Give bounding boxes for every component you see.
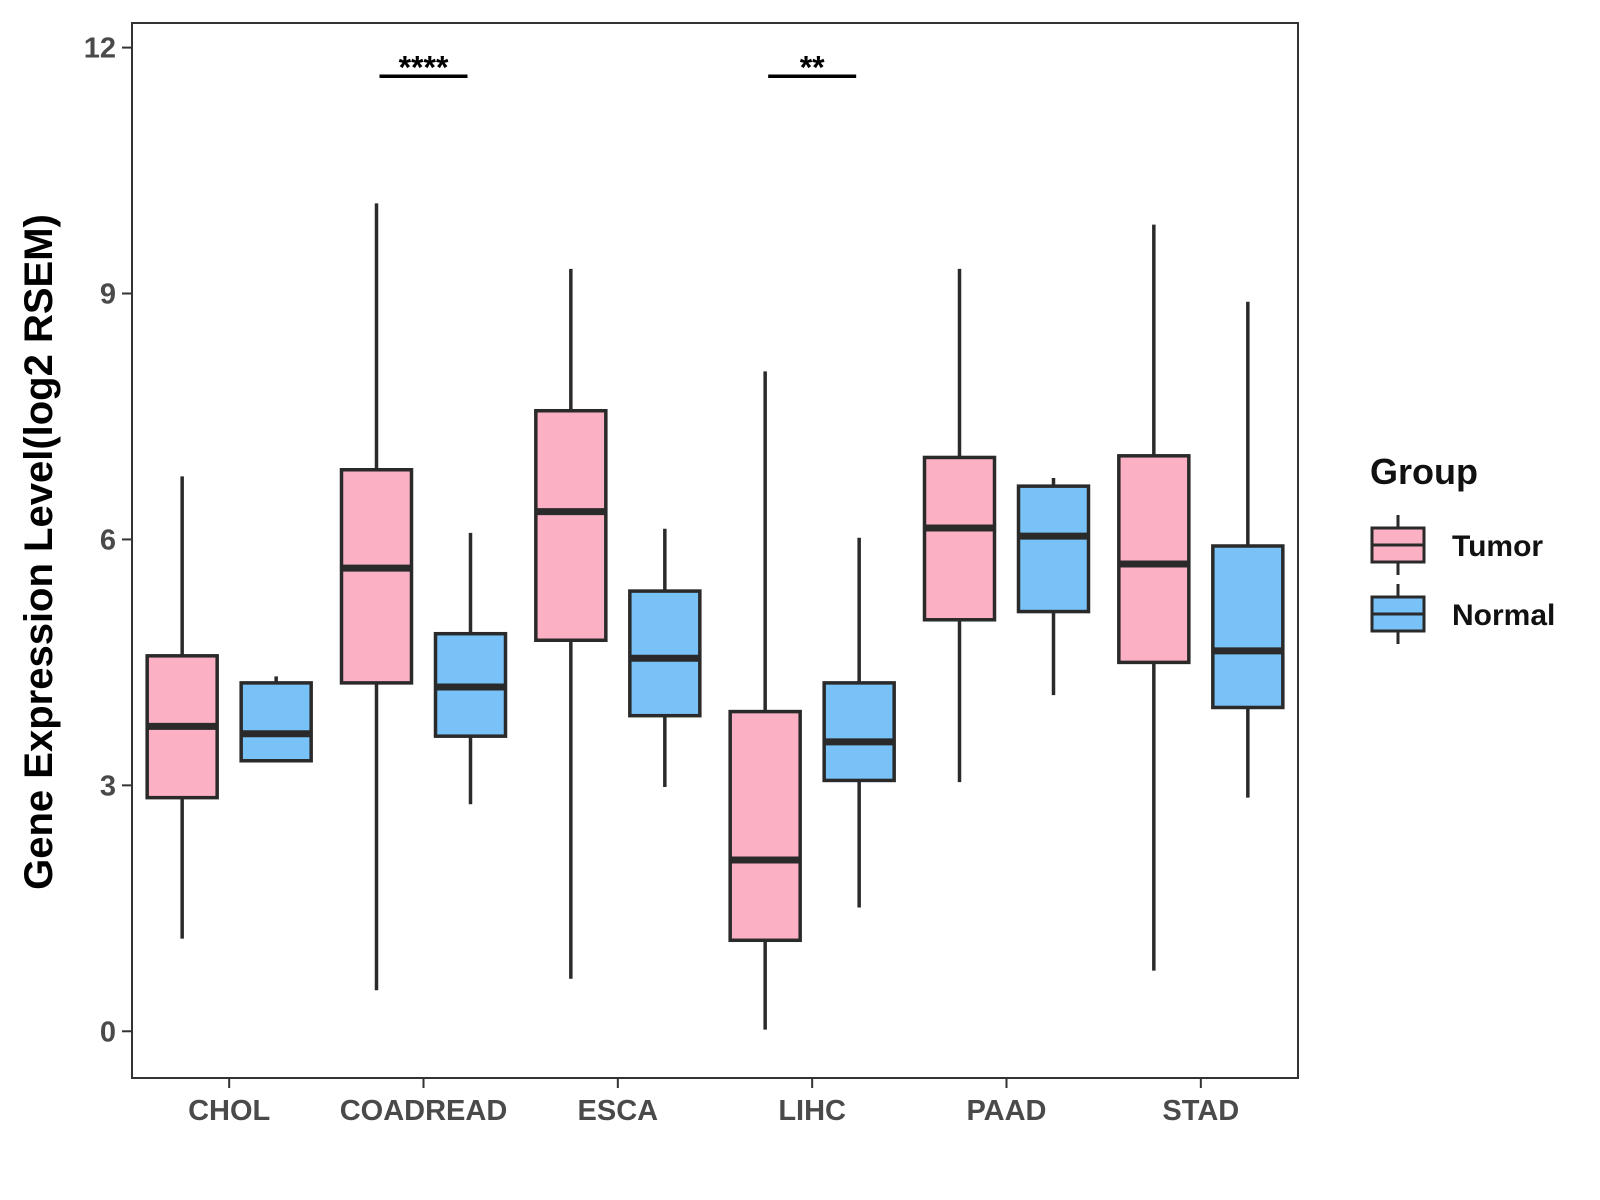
box-normal-paad (1016, 477, 1091, 696)
significance-label-coadread: **** (399, 49, 449, 85)
legend-label-tumor: Tumor (1452, 530, 1543, 563)
axes: 0 3 6 9 12 CHOL COADREAD ESCA LIHC PAAD STAD (84, 22, 1299, 1127)
iqr-box-normal-stad (1211, 544, 1285, 710)
box-tumor-chol (145, 476, 219, 939)
legend-title: Group (1370, 451, 1478, 492)
box-normal-esca (628, 528, 702, 787)
iqr-box-normal-lihc (822, 681, 896, 783)
box-normal-lihc (822, 537, 896, 908)
iqr-box-tumor-lihc (728, 709, 802, 943)
box-normal-coadread (433, 532, 508, 805)
x-tick-label-coadread: COADREAD (340, 1095, 508, 1127)
iqr-box-normal-paad (1016, 484, 1091, 614)
box-normal-stad (1211, 301, 1285, 798)
box-tumor-paad (922, 268, 997, 783)
y-tick-label-12: 12 (84, 33, 116, 65)
iqr-box-tumor-coadread (339, 468, 414, 685)
box-tumor-lihc (728, 371, 802, 1030)
iqr-box-tumor-esca (534, 408, 608, 643)
iqr-box-normal-chol (239, 681, 313, 763)
iqr-box-tumor-stad (1117, 454, 1191, 665)
legend: Group Tumor Normal (1370, 451, 1555, 644)
x-tick-label-paad: PAAD (966, 1095, 1046, 1127)
y-tick-label-0: 0 (100, 1016, 116, 1048)
x-tick-label-lihc: LIHC (778, 1095, 846, 1127)
legend-label-normal: Normal (1452, 599, 1555, 632)
y-tick-label-6: 6 (100, 524, 116, 556)
box-tumor-stad (1117, 224, 1191, 971)
y-axis-title: Gene Expression Level(log2 RSEM) (17, 214, 61, 890)
iqr-box-normal-esca (628, 589, 702, 718)
y-tick-label-9: 9 (100, 279, 116, 311)
x-tick-label-chol: CHOL (188, 1095, 270, 1127)
plot-area: **** ** (145, 49, 1285, 1030)
box-normal-chol (239, 676, 313, 763)
y-tick-label-3: 3 (100, 770, 116, 802)
iqr-box-tumor-paad (922, 455, 997, 622)
box-tumor-esca (534, 268, 608, 979)
x-tick-label-esca: ESCA (578, 1095, 659, 1127)
x-tick-label-stad: STAD (1162, 1095, 1239, 1127)
significance-label-lihc: ** (800, 49, 825, 85)
plot-border (131, 22, 1299, 1079)
box-tumor-coadread (339, 203, 414, 991)
